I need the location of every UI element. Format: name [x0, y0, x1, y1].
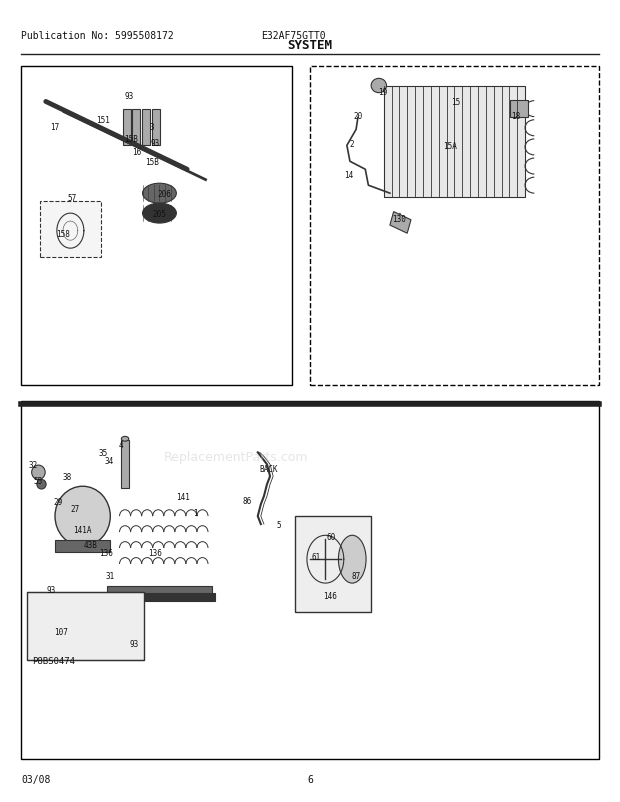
Text: 205: 205	[153, 209, 166, 218]
Text: 141A: 141A	[73, 525, 92, 534]
Bar	[294, 516, 371, 612]
Text: 60: 60	[327, 532, 336, 541]
Ellipse shape	[55, 487, 110, 546]
Ellipse shape	[339, 536, 366, 583]
Bar	[384, 87, 525, 198]
Text: 93: 93	[46, 585, 55, 594]
FancyBboxPatch shape	[310, 67, 599, 385]
Text: 5: 5	[277, 520, 281, 529]
Text: 61: 61	[311, 552, 321, 561]
Text: 206: 206	[157, 189, 171, 198]
Ellipse shape	[37, 480, 46, 489]
Text: 32: 32	[29, 460, 38, 469]
Text: 27: 27	[71, 504, 80, 513]
Text: 34: 34	[104, 456, 113, 465]
Bar	[107, 586, 211, 596]
Text: 15B: 15B	[145, 157, 159, 167]
Text: 4: 4	[119, 440, 123, 449]
Text: 19: 19	[378, 87, 387, 96]
Text: 6: 6	[307, 774, 313, 784]
Text: SYSTEM: SYSTEM	[288, 38, 332, 51]
Text: 136: 136	[99, 548, 113, 557]
Text: P8BS0474: P8BS0474	[32, 656, 75, 665]
Text: 55: 55	[34, 476, 43, 485]
Text: 14: 14	[344, 171, 353, 180]
Text: ReplacementParts.com: ReplacementParts.com	[164, 450, 309, 464]
Bar	[510, 101, 528, 118]
Text: 18: 18	[512, 111, 520, 120]
Bar	[390, 213, 411, 234]
Text: 16: 16	[132, 148, 141, 157]
FancyBboxPatch shape	[40, 202, 101, 257]
Text: 31: 31	[105, 572, 115, 581]
Text: 17: 17	[50, 124, 60, 132]
Text: 1: 1	[193, 508, 197, 517]
Bar	[122, 441, 129, 488]
Bar	[55, 541, 110, 553]
Text: 93: 93	[151, 140, 160, 148]
Text: 03/08: 03/08	[21, 774, 51, 784]
Text: 87: 87	[352, 572, 361, 581]
Text: 151: 151	[96, 115, 110, 124]
Text: E32AF75GTT0: E32AF75GTT0	[261, 30, 326, 41]
Text: 29: 29	[53, 498, 63, 507]
Bar	[133, 111, 140, 146]
Text: 107: 107	[54, 627, 68, 637]
Text: 136: 136	[148, 548, 162, 557]
Bar	[104, 593, 215, 602]
Text: 43B: 43B	[84, 540, 97, 549]
Text: 93: 93	[129, 639, 138, 648]
Text: 57: 57	[68, 193, 77, 202]
Text: 146: 146	[324, 592, 337, 601]
Text: 3: 3	[150, 124, 154, 132]
Bar	[142, 111, 150, 146]
Text: 130: 130	[392, 215, 406, 224]
Bar	[152, 111, 160, 146]
FancyArrowPatch shape	[400, 214, 401, 219]
Text: 86: 86	[242, 496, 252, 505]
Text: 15A: 15A	[443, 142, 457, 151]
Text: 15B: 15B	[123, 136, 138, 144]
Text: 158: 158	[56, 229, 70, 238]
Bar	[123, 111, 131, 146]
Text: 93: 93	[124, 92, 133, 101]
Text: 20: 20	[353, 111, 363, 120]
Ellipse shape	[143, 204, 176, 224]
Bar	[27, 592, 144, 660]
Ellipse shape	[32, 465, 45, 480]
Text: 38: 38	[63, 472, 72, 481]
Text: Publication No: 5995508172: Publication No: 5995508172	[21, 30, 174, 41]
FancyBboxPatch shape	[21, 401, 599, 759]
Text: 15: 15	[451, 98, 461, 107]
Text: 141: 141	[176, 492, 190, 501]
Ellipse shape	[143, 184, 176, 204]
FancyBboxPatch shape	[21, 67, 291, 385]
Text: BACK: BACK	[260, 464, 278, 473]
Ellipse shape	[122, 437, 129, 442]
Text: 2: 2	[350, 140, 354, 149]
Ellipse shape	[371, 79, 386, 94]
Text: 35: 35	[99, 448, 107, 457]
